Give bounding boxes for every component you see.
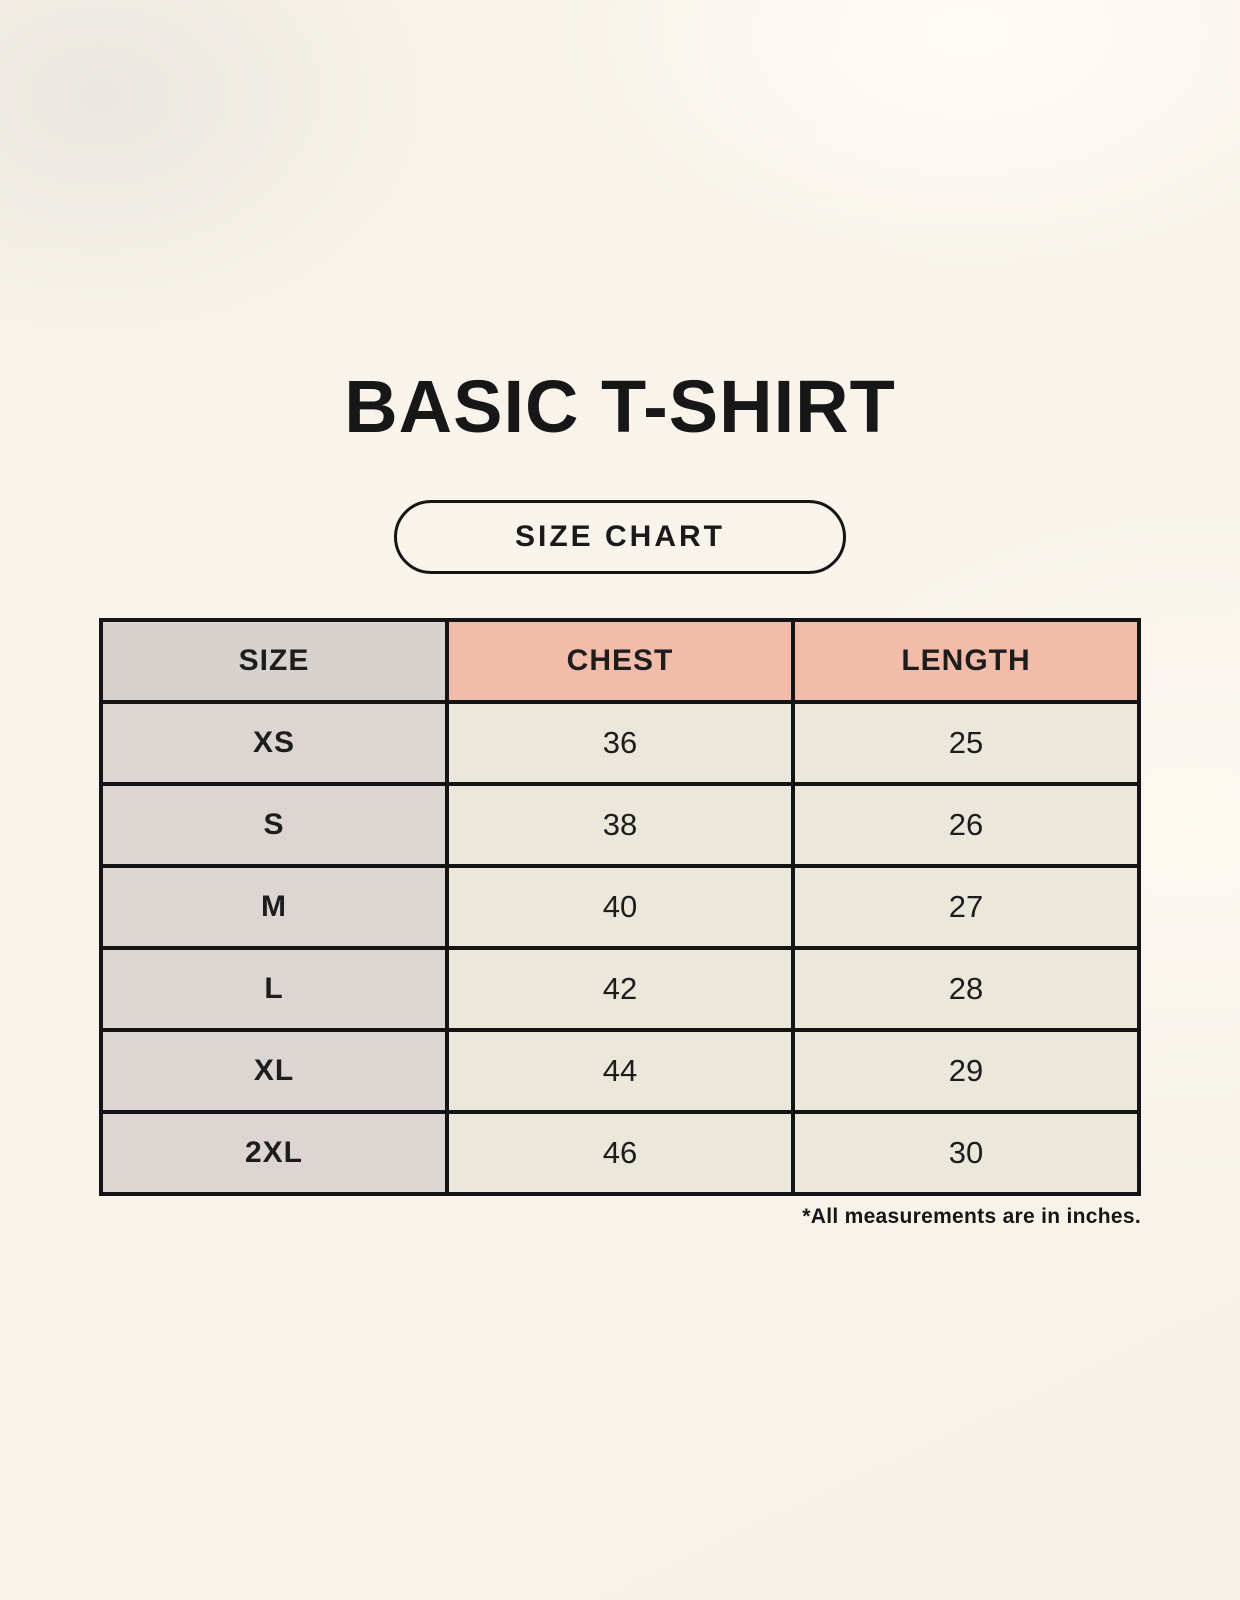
table-row-m: M 40 27 <box>99 864 1141 950</box>
column-header-size: SIZE <box>99 618 449 704</box>
size-table: SIZE CHEST LENGTH XS 36 25 S 38 26 M <box>99 618 1141 1196</box>
size-label-cell: 2XL <box>99 1110 449 1196</box>
size-label-cell: XS <box>99 700 449 786</box>
table-row-xl: XL 44 29 <box>99 1028 1141 1114</box>
chest-value-cell: 40 <box>445 864 795 950</box>
size-label-cell: XL <box>99 1028 449 1114</box>
size-label-cell: L <box>99 946 449 1032</box>
length-value-cell: 27 <box>791 864 1141 950</box>
table-row-l: L 42 28 <box>99 946 1141 1032</box>
table-row-2xl: 2XL 46 30 <box>99 1110 1141 1196</box>
table-row-xs: XS 36 25 <box>99 700 1141 786</box>
chest-value-cell: 36 <box>445 700 795 786</box>
chest-value-cell: 38 <box>445 782 795 868</box>
length-value-cell: 30 <box>791 1110 1141 1196</box>
size-table-container: SIZE CHEST LENGTH XS 36 25 S 38 26 M <box>99 618 1141 1196</box>
length-value-cell: 26 <box>791 782 1141 868</box>
size-label-cell: S <box>99 782 449 868</box>
length-value-cell: 29 <box>791 1028 1141 1114</box>
size-chart-badge-label: SIZE CHART <box>515 520 725 553</box>
product-title: BASIC T-SHIRT <box>344 365 896 448</box>
measurements-footnote: *All measurements are in inches. <box>802 1205 1141 1228</box>
table-row-s: S 38 26 <box>99 782 1141 868</box>
header-row: SIZE CHEST LENGTH <box>99 618 1141 704</box>
column-header-chest: CHEST <box>445 618 795 704</box>
size-chart-badge: SIZE CHART <box>394 500 846 574</box>
chest-value-cell: 46 <box>445 1110 795 1196</box>
chest-value-cell: 44 <box>445 1028 795 1114</box>
length-value-cell: 25 <box>791 700 1141 786</box>
length-value-cell: 28 <box>791 946 1141 1032</box>
chest-value-cell: 42 <box>445 946 795 1032</box>
column-header-length: LENGTH <box>791 618 1141 704</box>
size-label-cell: M <box>99 864 449 950</box>
